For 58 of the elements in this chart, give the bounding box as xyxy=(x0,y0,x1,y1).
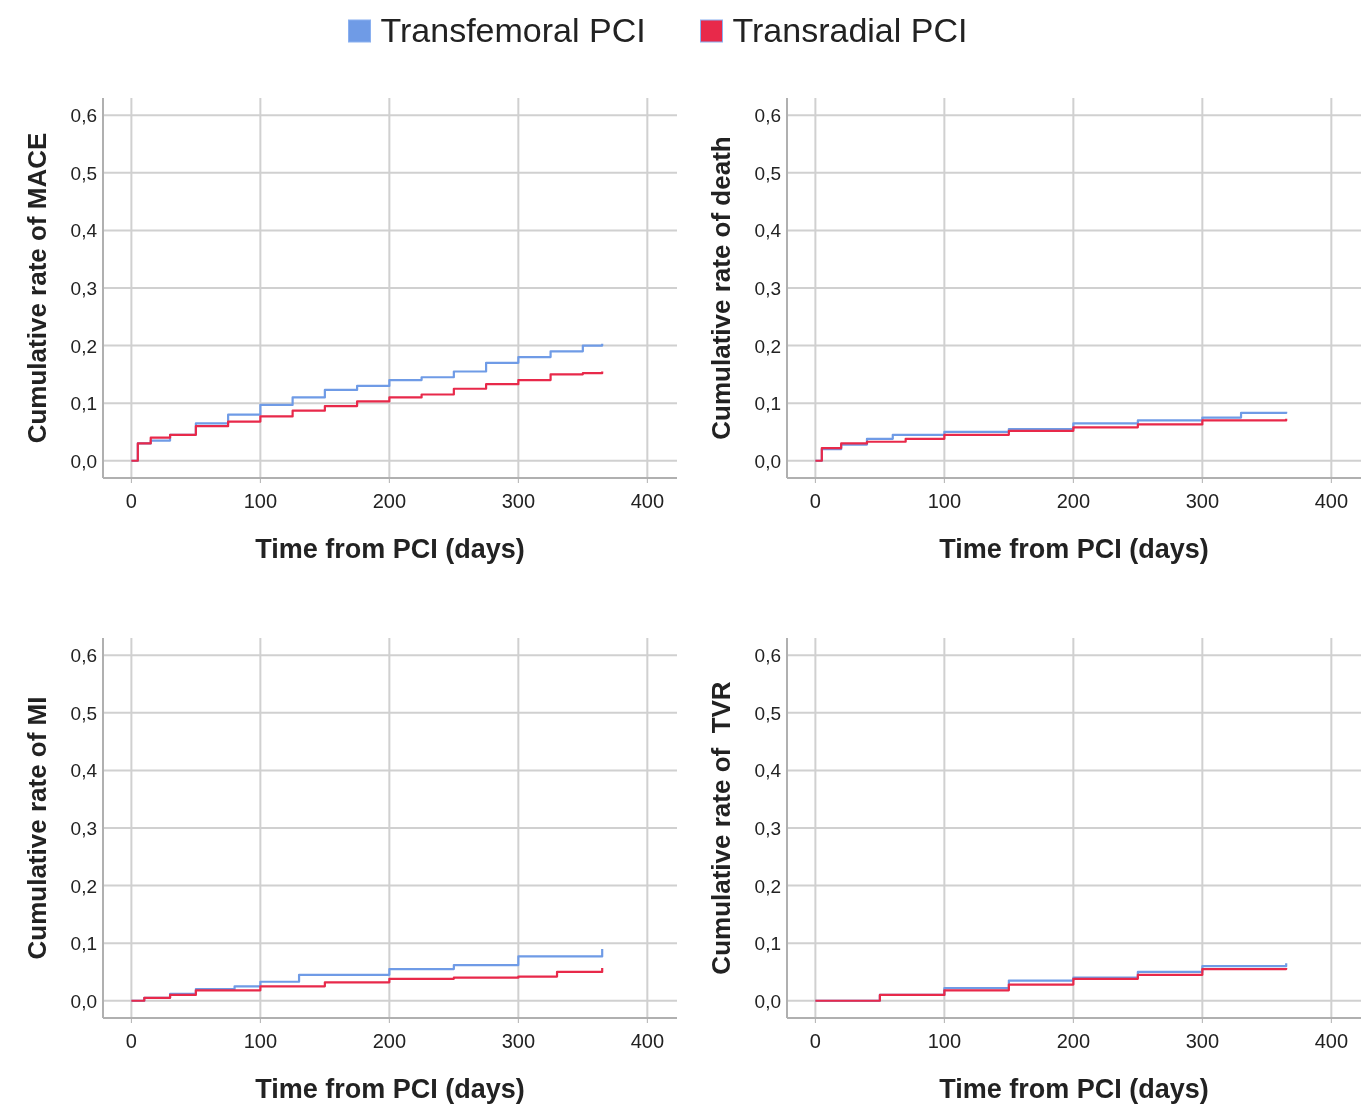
y-tick-label: 0,6 xyxy=(70,105,97,127)
x-tick-label: 100 xyxy=(243,490,278,512)
y-tick-label: 0,6 xyxy=(754,105,781,127)
y-tick-label: 0,4 xyxy=(754,760,782,782)
legend-label: Transfemoral PCI xyxy=(380,11,646,49)
y-tick-label: 0,6 xyxy=(70,645,97,667)
y-tick-label: 0,0 xyxy=(70,990,97,1012)
y-tick-label: 0,5 xyxy=(754,702,781,724)
x-tick-label: 100 xyxy=(243,1030,278,1052)
x-tick-label: 400 xyxy=(630,490,665,512)
y-tick-label: 0,2 xyxy=(70,875,97,897)
x-tick-label: 200 xyxy=(372,490,407,512)
y-tick-label: 0,6 xyxy=(754,645,781,667)
y-tick-label: 0,0 xyxy=(754,990,781,1012)
y-tick-label: 0,4 xyxy=(70,760,98,782)
y-tick-label: 0,4 xyxy=(754,220,782,242)
x-tick-label: 300 xyxy=(1185,1030,1220,1052)
x-tick-label: 200 xyxy=(372,1030,407,1052)
y-tick-label: 0,3 xyxy=(754,278,781,299)
legend-label: Transradial PCI xyxy=(732,11,968,49)
x-tick-label: 200 xyxy=(1056,490,1091,512)
y-tick-label: 0,3 xyxy=(70,278,97,299)
x-tick-label: 0 xyxy=(809,1030,821,1052)
x-axis-title: Time from PCI (days) xyxy=(939,1074,1209,1104)
y-tick-label: 0,5 xyxy=(70,702,97,724)
x-tick-label: 100 xyxy=(927,490,962,512)
y-tick-label: 0,3 xyxy=(754,818,781,839)
y-axis-title: Cumulative rate of MI xyxy=(22,696,52,960)
y-tick-label: 0,3 xyxy=(70,818,97,839)
x-axis-title: Time from PCI (days) xyxy=(255,1074,525,1104)
y-tick-label: 0,1 xyxy=(70,933,97,955)
x-axis-title: Time from PCI (days) xyxy=(255,534,525,564)
y-tick-label: 0,2 xyxy=(70,335,97,357)
x-tick-label: 400 xyxy=(630,1030,665,1052)
y-tick-label: 0,1 xyxy=(754,933,781,955)
y-tick-label: 0,2 xyxy=(754,875,781,897)
x-tick-label: 400 xyxy=(1314,490,1349,512)
y-tick-label: 0,5 xyxy=(70,162,97,184)
x-tick-label: 300 xyxy=(1185,490,1220,512)
x-tick-label: 0 xyxy=(809,490,821,512)
x-tick-label: 0 xyxy=(125,490,137,512)
y-tick-label: 0,2 xyxy=(754,335,781,357)
x-tick-label: 100 xyxy=(927,1030,962,1052)
y-tick-label: 0,0 xyxy=(754,450,781,472)
x-tick-label: 0 xyxy=(125,1030,137,1052)
x-tick-label: 300 xyxy=(501,1030,536,1052)
x-tick-label: 200 xyxy=(1056,1030,1091,1052)
x-axis-title: Time from PCI (days) xyxy=(939,534,1209,564)
y-tick-label: 0,1 xyxy=(70,393,97,415)
y-axis-title: Cumulative rate of death xyxy=(706,136,736,440)
y-tick-label: 0,0 xyxy=(70,450,97,472)
y-axis-title: Cumulative rate of TVR xyxy=(706,681,736,975)
x-tick-label: 400 xyxy=(1314,1030,1349,1052)
y-tick-label: 0,1 xyxy=(754,393,781,415)
y-tick-label: 0,4 xyxy=(70,220,98,242)
y-axis-title: Cumulative rate of MACE xyxy=(22,132,52,444)
y-tick-label: 0,5 xyxy=(754,162,781,184)
x-tick-label: 300 xyxy=(501,490,536,512)
